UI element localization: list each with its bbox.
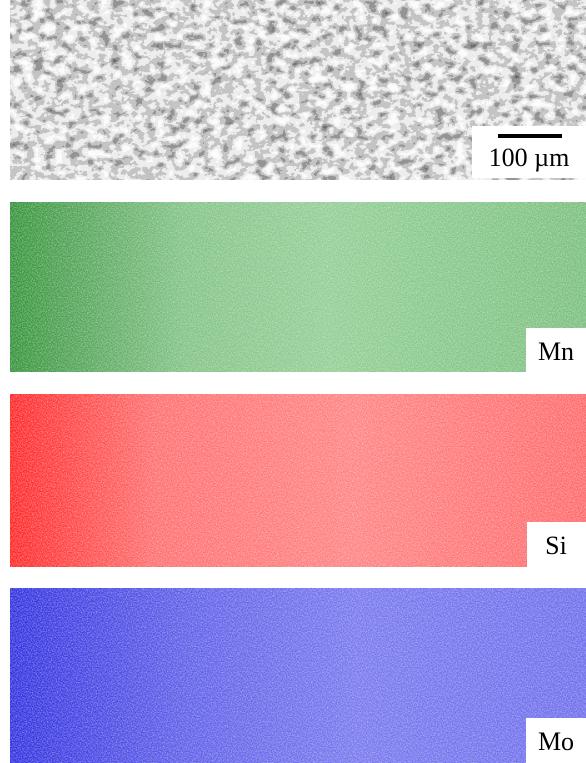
figure: 100 µm Mn Si Mo <box>0 0 586 763</box>
si-panel: Si <box>10 394 586 567</box>
mn-panel: Mn <box>10 202 586 372</box>
page: 100 µm Mn Si Mo (() => { const data = JS… <box>0 0 586 763</box>
scale-label: 100 µm <box>489 143 570 172</box>
micrograph-panel: 100 µm <box>10 0 586 180</box>
map-noise <box>10 202 586 372</box>
map-noise <box>10 394 586 567</box>
mo-panel: Mo <box>10 588 586 763</box>
element-label: Si <box>545 531 567 560</box>
map-noise <box>10 588 586 763</box>
element-label: Mn <box>538 337 574 366</box>
element-label: Mo <box>538 727 574 756</box>
